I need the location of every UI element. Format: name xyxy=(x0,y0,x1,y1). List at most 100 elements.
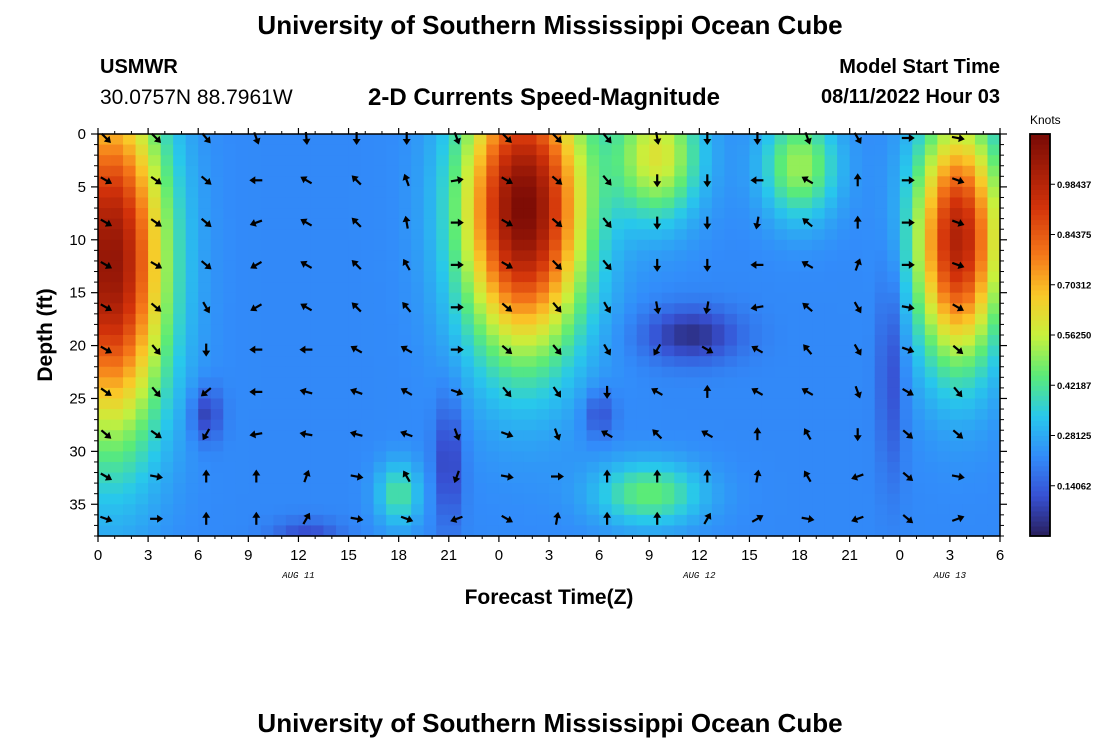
heat-cell xyxy=(699,409,713,421)
heat-cell xyxy=(949,239,964,251)
heat-cell xyxy=(486,134,500,146)
heat-cell xyxy=(724,461,738,474)
heat-cell xyxy=(298,356,312,368)
heat-cell xyxy=(361,303,375,315)
heat-cell xyxy=(473,525,487,537)
heat-cell xyxy=(361,387,375,400)
heat-cell xyxy=(887,260,901,273)
current-arrow xyxy=(952,303,964,312)
heat-cell xyxy=(649,335,663,347)
heat-cell xyxy=(160,197,174,209)
current-arrow xyxy=(902,471,914,481)
heat-cell xyxy=(574,208,588,220)
heat-cell xyxy=(473,208,487,220)
heat-cell xyxy=(210,525,224,537)
current-arrow xyxy=(703,216,712,230)
heat-cell xyxy=(336,239,350,251)
heat-cell xyxy=(874,292,888,304)
heat-cell xyxy=(724,186,738,199)
heat-cell xyxy=(586,525,600,537)
arrow-head xyxy=(753,469,762,477)
heat-cell xyxy=(624,345,638,357)
heat-cell xyxy=(812,229,826,241)
heat-cell xyxy=(611,493,625,505)
heat-cell xyxy=(373,239,387,251)
heat-cell xyxy=(98,239,112,251)
heat-cell xyxy=(549,409,563,421)
heat-cell xyxy=(373,335,387,347)
x-tick-label: 9 xyxy=(645,547,653,564)
heat-cell xyxy=(486,525,500,537)
heat-cell xyxy=(574,229,588,241)
heat-cell xyxy=(937,419,951,431)
heat-cell xyxy=(686,504,700,516)
heat-cell xyxy=(924,144,938,156)
heat-cell xyxy=(210,165,224,177)
heat-cell xyxy=(386,303,400,315)
heat-cell xyxy=(273,483,287,495)
heat-cell xyxy=(774,387,788,400)
heat-cell xyxy=(98,229,112,241)
heat-cell xyxy=(862,335,876,347)
arrow-head xyxy=(908,218,915,227)
arrow-head xyxy=(957,261,965,270)
heat-cell xyxy=(536,208,550,220)
heat-cell xyxy=(787,186,801,199)
heat-cell xyxy=(473,461,487,474)
heat-cell xyxy=(436,398,450,410)
heat-cell xyxy=(386,292,400,304)
colorbar-cell xyxy=(1030,355,1050,361)
heat-cell xyxy=(511,430,525,442)
heat-cell xyxy=(173,514,187,527)
heat-cell xyxy=(824,218,838,230)
current-arrow xyxy=(902,387,914,396)
heat-cell xyxy=(686,514,700,527)
heat-cell xyxy=(924,377,938,389)
heat-cell xyxy=(398,356,412,368)
heat-cell xyxy=(599,282,613,294)
heat-cell xyxy=(874,493,888,505)
heat-cell xyxy=(448,303,462,315)
heat-cell xyxy=(448,165,462,177)
heat-cell xyxy=(912,440,926,452)
heat-cell xyxy=(761,514,776,527)
heat-cell xyxy=(912,409,926,421)
heat-cell xyxy=(974,409,989,421)
current-arrow xyxy=(299,430,313,438)
heat-cell xyxy=(686,239,700,251)
heat-cell xyxy=(636,335,650,347)
heat-cell xyxy=(323,409,337,421)
heat-cell xyxy=(574,176,588,188)
heat-cell xyxy=(210,292,224,304)
arrow-head xyxy=(202,511,211,518)
heat-cell xyxy=(473,134,487,146)
heat-cell xyxy=(285,260,300,273)
heat-cell xyxy=(749,282,763,294)
heat-cell xyxy=(461,419,475,431)
heat-cell xyxy=(686,493,700,505)
y-tick-label: 15 xyxy=(69,285,86,302)
heat-cell xyxy=(561,419,575,431)
heat-cell xyxy=(386,324,400,336)
arrow-head xyxy=(908,260,915,269)
heat-cell xyxy=(523,239,538,251)
heat-cell xyxy=(711,483,725,495)
heat-cell xyxy=(210,419,224,431)
heat-cell xyxy=(636,134,650,146)
heat-cell xyxy=(862,144,876,156)
heat-cell xyxy=(173,504,187,516)
heat-cell xyxy=(624,134,638,146)
heat-cell xyxy=(160,514,174,527)
heat-cell xyxy=(123,335,137,347)
current-arrow xyxy=(100,472,113,481)
heat-cell xyxy=(298,324,312,336)
heat-cell xyxy=(636,366,650,378)
heat-cell xyxy=(862,461,876,474)
heat-cell xyxy=(323,440,337,452)
heat-cell xyxy=(473,282,487,294)
heat-cell xyxy=(574,165,588,177)
heat-cell xyxy=(649,250,663,262)
heat-cell xyxy=(123,419,137,431)
heat-cell xyxy=(599,525,613,537)
heat-cell xyxy=(874,440,888,452)
